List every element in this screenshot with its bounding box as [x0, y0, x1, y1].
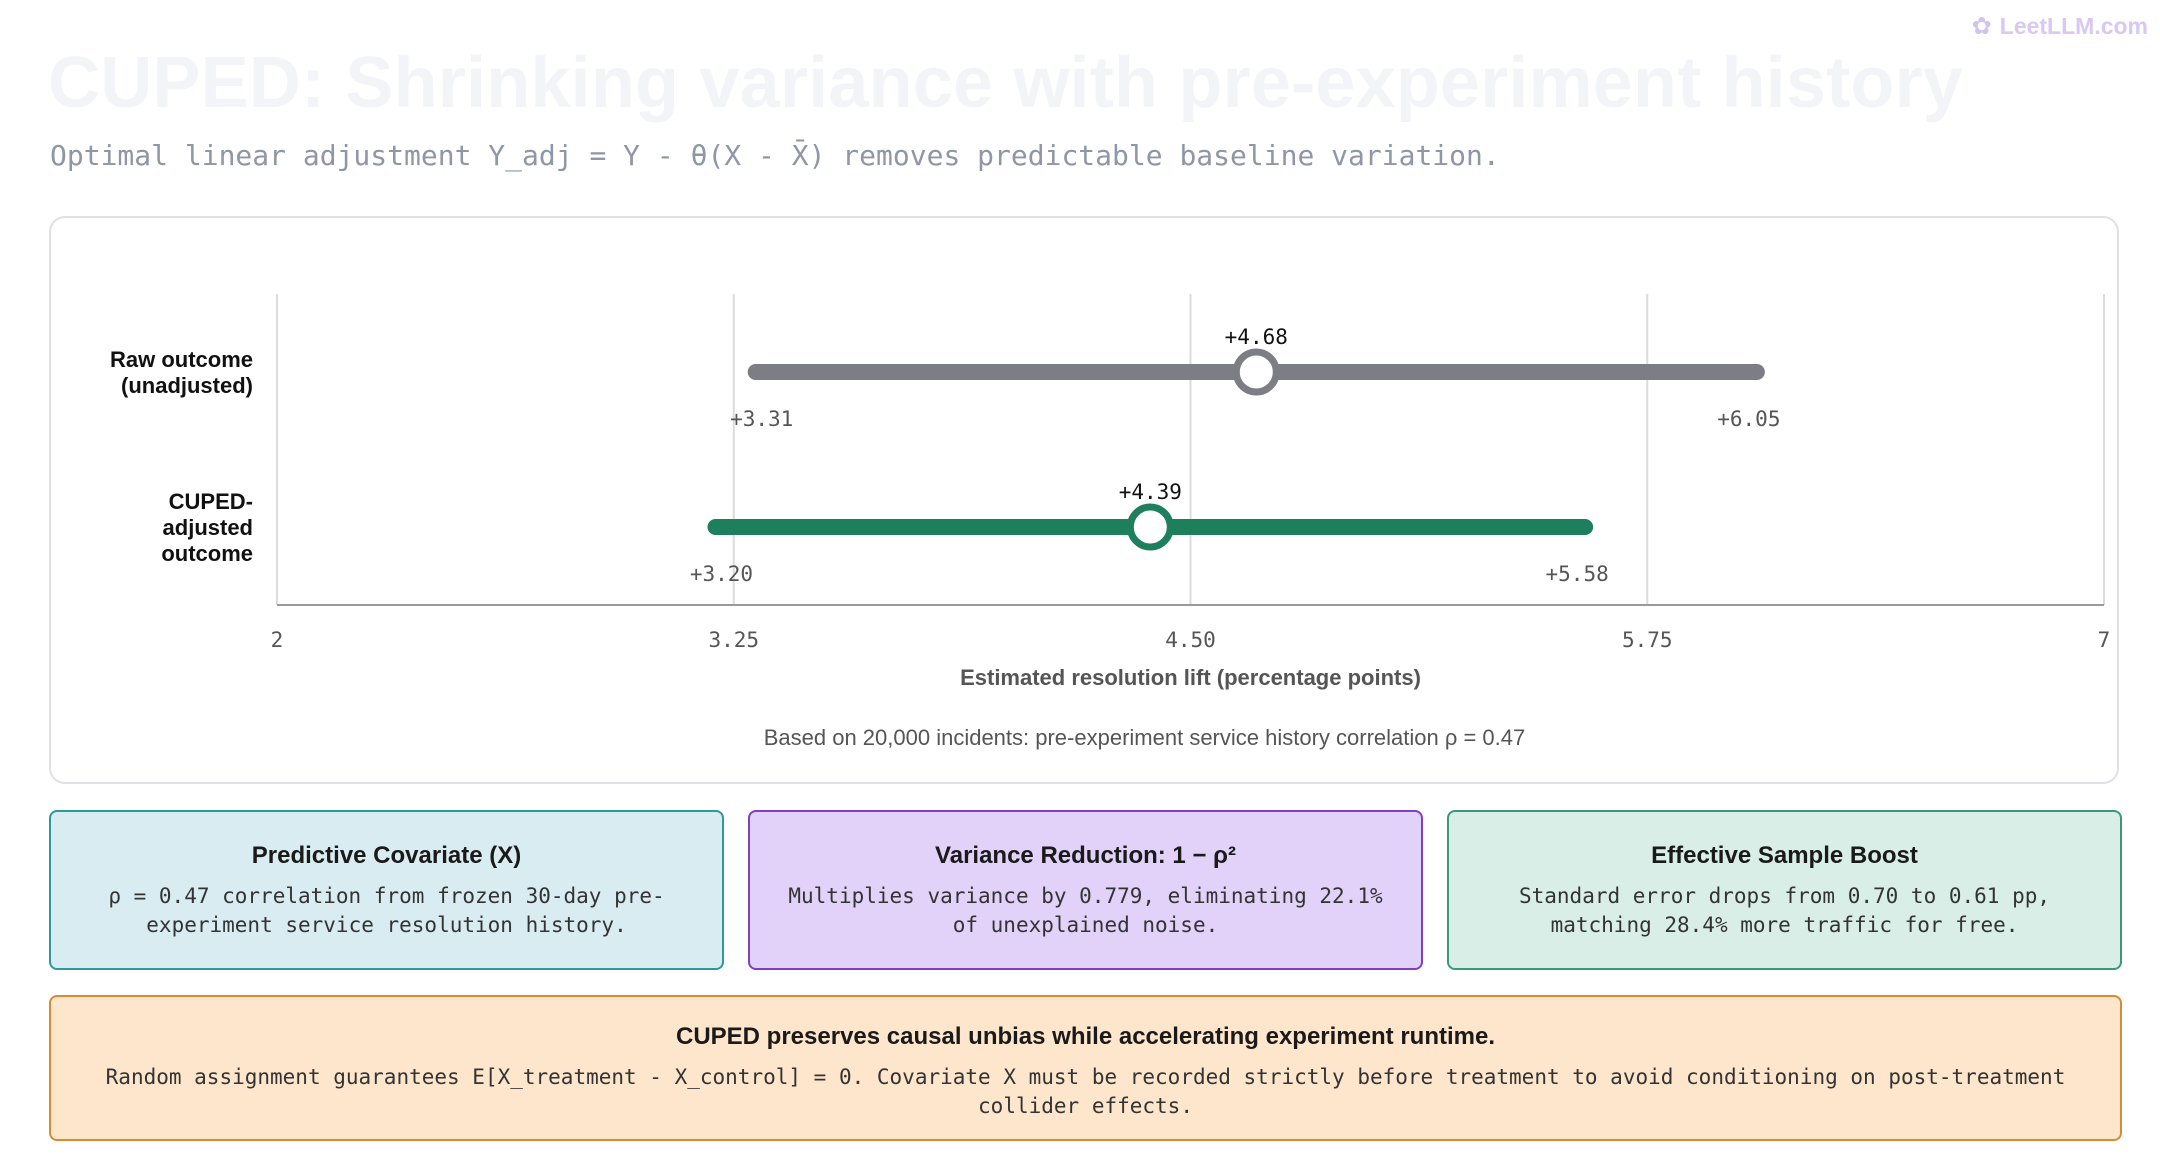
interval-low-label: +3.20 — [690, 562, 753, 586]
x-tick-label: 2 — [271, 628, 284, 652]
sample-boost-card-body: Standard error drops from 0.70 to 0.61 p… — [1518, 884, 2050, 937]
point-estimate-marker — [1232, 348, 1280, 396]
estimate-label: +4.68 — [1225, 325, 1288, 349]
covariate-card-title: Predictive Covariate (X) — [251, 842, 522, 869]
page-title: CUPED: Shrinking variance with pre-exper… — [48, 43, 1964, 123]
x-tick-label: 4.50 — [1165, 628, 1216, 652]
estimate-label: +4.39 — [1119, 480, 1182, 504]
chart-footnote: Based on 20,000 incidents: pre-experimen… — [764, 725, 1526, 750]
conclusion-body: Random assignment guarantees E[X_treatme… — [105, 1065, 2066, 1118]
interval-chart: 2 3.25 4.50 5.75 7 Estimated resolution lift … — [110, 294, 2111, 750]
covariate-card: Predictive Covariate (X) ρ = 0.47 correl… — [49, 810, 724, 970]
x-tick-label: 7 — [2098, 628, 2111, 652]
page-subtitle: Optimal linear adjustment Y_adj = Y - θ(… — [50, 139, 1500, 172]
variance-card: Variance Reduction: 1 − ρ² Multiplies va… — [748, 810, 1423, 970]
x-axis-title: Estimated resolution lift (percentage po… — [960, 665, 1421, 690]
conclusion-banner: CUPED preserves causal unbias while acce… — [49, 995, 2122, 1141]
brand-name: LeetLLM.com — [1999, 13, 2148, 39]
x-tick-label: 5.75 — [1622, 628, 1673, 652]
sample-boost-card: Effective Sample Boost Standard error dr… — [1447, 810, 2122, 970]
conclusion-title: CUPED preserves causal unbias while acce… — [676, 1023, 1495, 1050]
series-label: CUPED-adjusted outcome — [161, 489, 253, 566]
point-estimate-marker — [1126, 503, 1174, 551]
interval-low-label: +3.31 — [730, 407, 793, 431]
interval-high-label: +5.58 — [1546, 562, 1609, 586]
chart-card: 2 3.25 4.50 5.75 7 Estimated resolution lift … — [49, 216, 2119, 784]
covariate-card-body: ρ = 0.47 correlation from frozen 30-day … — [108, 884, 665, 937]
insight-cards: Predictive Covariate (X) ρ = 0.47 correl… — [49, 810, 2122, 970]
variance-card-body: Multiplies variance by 0.779, eliminatin… — [788, 884, 1383, 937]
sample-boost-card-title: Effective Sample Boost — [1651, 842, 1918, 869]
variance-card-title: Variance Reduction: 1 − ρ² — [935, 842, 1236, 869]
brain-icon: ✿ — [1971, 13, 1992, 40]
brand-logo: ✿ LeetLLM.com — [1972, 12, 2148, 41]
x-tick-label: 3.25 — [708, 628, 759, 652]
interval-high-label: +6.05 — [1717, 407, 1780, 431]
series-label: Raw outcome (unadjusted) — [110, 347, 253, 398]
